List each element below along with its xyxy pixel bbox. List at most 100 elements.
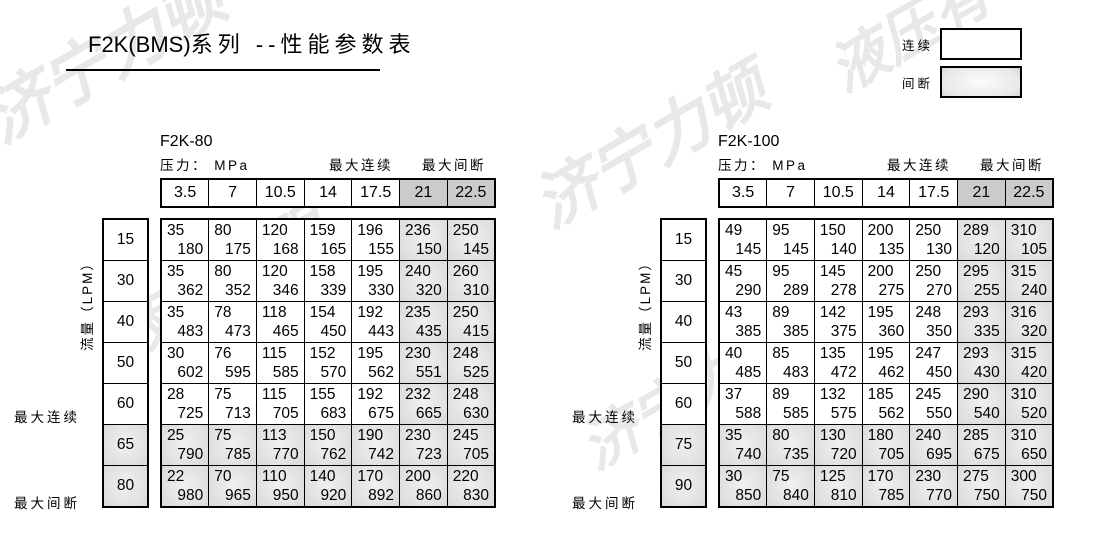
cell-value-bottom: 120 xyxy=(973,241,1000,258)
cell-value-top: 185 xyxy=(867,386,894,403)
pressure-cell: 21 xyxy=(399,178,448,208)
cell-value-bottom: 335 xyxy=(973,323,1000,340)
cell-value-bottom: 290 xyxy=(735,282,762,299)
flow-row: 90 xyxy=(660,465,707,508)
cell-value-bottom: 350 xyxy=(926,323,953,340)
data-cell: 30 850 xyxy=(718,465,768,508)
data-cell: 245 550 xyxy=(909,383,959,425)
cell-value-top: 235 xyxy=(405,304,431,321)
cell-value-bottom: 270 xyxy=(926,282,953,299)
data-cell: 25 790 xyxy=(160,424,210,466)
data-cell: 45 290 xyxy=(718,260,768,302)
cell-value-bottom: 385 xyxy=(783,323,809,340)
cell-value-top: 195 xyxy=(357,263,384,280)
page-title-model: F2K(BMS) xyxy=(88,32,191,57)
cell-value-top: 135 xyxy=(819,345,846,362)
cell-value-bottom: 785 xyxy=(225,446,251,463)
page-title: F2K(BMS)系列 --性能参数表 xyxy=(88,27,415,59)
flow-cell: 50 xyxy=(660,342,707,384)
cell-value-bottom: 465 xyxy=(272,323,299,340)
cell-value-top: 89 xyxy=(772,386,790,403)
cell-value-bottom: 770 xyxy=(272,446,299,463)
flow-cell: 40 xyxy=(660,301,707,343)
data-cell: 22 980 xyxy=(160,465,210,508)
cell-value-bottom: 740 xyxy=(735,446,762,463)
max-intermittent-row-label: 最大间断 xyxy=(14,496,80,511)
cell-value-bottom: 145 xyxy=(783,241,809,258)
cell-value-bottom: 575 xyxy=(830,405,857,422)
flow-row: 65 xyxy=(102,424,149,466)
data-cell: 192 675 xyxy=(351,383,401,425)
cell-value-bottom: 435 xyxy=(415,323,442,340)
cell-value-bottom: 713 xyxy=(225,405,251,422)
flow-row: 80 xyxy=(102,465,149,508)
data-cell: 295 255 xyxy=(957,260,1006,302)
cell-value-top: 315 xyxy=(1010,345,1037,362)
data-cell: 200 135 xyxy=(861,218,911,261)
cell-value-bottom: 550 xyxy=(926,405,953,422)
cell-value-top: 236 xyxy=(405,222,431,239)
cell-value-bottom: 168 xyxy=(272,241,299,258)
cell-value-bottom: 385 xyxy=(735,323,762,340)
max-continuous-header-label: 最大连续 xyxy=(329,158,393,173)
cell-value-bottom: 675 xyxy=(368,405,395,422)
data-cell: 185 562 xyxy=(861,383,911,425)
cell-value-top: 180 xyxy=(867,427,894,444)
data-cell: 235 435 xyxy=(399,301,448,343)
data-cell: 35 362 xyxy=(160,260,210,302)
cell-value-top: 300 xyxy=(1010,468,1037,485)
cell-value-bottom: 483 xyxy=(177,323,204,340)
cell-value-bottom: 762 xyxy=(320,446,347,463)
cell-value-bottom: 360 xyxy=(878,323,905,340)
cell-value-bottom: 275 xyxy=(878,282,905,299)
cell-value-bottom: 551 xyxy=(415,364,442,381)
cell-value-top: 95 xyxy=(772,263,790,280)
max-intermittent-header-label: 最大间断 xyxy=(980,158,1044,173)
cell-value-bottom: 443 xyxy=(368,323,395,340)
cell-value-top: 247 xyxy=(915,345,942,362)
table-row: 49 145 95 145 150 140 200 135 250 130 289 120 310 105 xyxy=(718,218,1054,261)
cell-value-top: 40 xyxy=(725,345,743,362)
data-cell: 152 570 xyxy=(303,342,353,384)
cell-value-top: 75 xyxy=(772,468,790,485)
cell-value-top: 310 xyxy=(1010,427,1037,444)
cell-value-top: 195 xyxy=(867,345,894,362)
data-cell: 35 483 xyxy=(160,301,210,343)
data-cell: 289 120 xyxy=(957,218,1006,261)
page-title-text: 系列 --性能参数表 xyxy=(190,32,416,57)
data-cell: 247 450 xyxy=(909,342,959,384)
cell-value-top: 232 xyxy=(405,386,431,403)
flow-cell: 60 xyxy=(102,383,149,425)
cell-value-bottom: 330 xyxy=(368,282,395,299)
cell-value-top: 76 xyxy=(214,345,232,362)
cell-value-bottom: 525 xyxy=(463,364,489,381)
cell-value-top: 170 xyxy=(357,468,384,485)
data-cell: 75 840 xyxy=(766,465,815,508)
data-cell: 250 130 xyxy=(909,218,959,261)
cell-value-bottom: 785 xyxy=(878,487,905,504)
data-cell: 250 145 xyxy=(446,218,496,261)
cell-value-top: 25 xyxy=(167,427,185,444)
cell-value-top: 145 xyxy=(819,263,846,280)
data-cell: 89 385 xyxy=(766,301,815,343)
data-cell: 195 562 xyxy=(351,342,401,384)
cell-value-top: 190 xyxy=(357,427,384,444)
flow-cell: 40 xyxy=(102,301,149,343)
series-name: F2K-80 xyxy=(160,133,213,150)
cell-value-bottom: 920 xyxy=(320,487,347,504)
cell-value-top: 260 xyxy=(452,263,479,280)
legend: 连续 间断 xyxy=(892,28,1022,104)
table-group-f2k-80: F2K-80 压力： MPa 最大连续 最大间断 3.5 7 10.5 14 17.5 2… xyxy=(0,0,551,552)
cell-value-bottom: 562 xyxy=(368,364,395,381)
cell-value-bottom: 105 xyxy=(1021,241,1047,258)
data-cell: 49 145 xyxy=(718,218,768,261)
cell-value-bottom: 595 xyxy=(225,364,251,381)
flow-cell: 90 xyxy=(660,465,707,508)
max-continuous-row-label: 最大连续 xyxy=(572,410,638,425)
cell-value-top: 200 xyxy=(405,468,431,485)
cell-value-bottom: 585 xyxy=(783,405,809,422)
cell-value-bottom: 472 xyxy=(830,364,857,381)
cell-value-bottom: 289 xyxy=(783,282,809,299)
cell-value-bottom: 473 xyxy=(225,323,251,340)
data-cell: 230 770 xyxy=(909,465,959,508)
